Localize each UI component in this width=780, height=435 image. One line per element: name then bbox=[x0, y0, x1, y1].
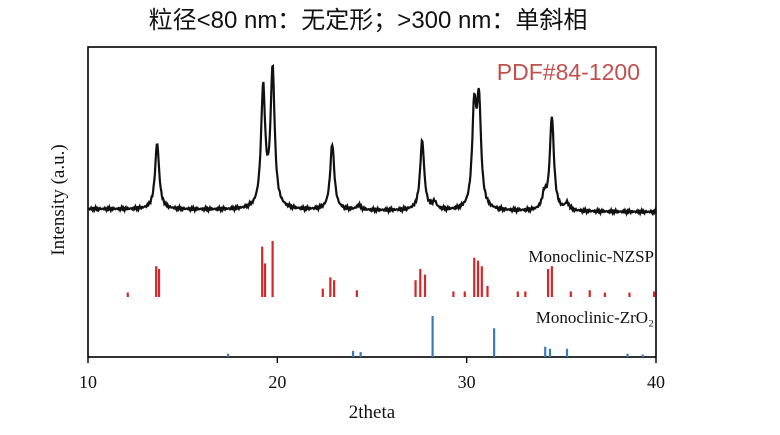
chart-title: 粒径<80 nm：无定形；>300 nm：单斜相 bbox=[149, 7, 588, 34]
x-tick-label: 40 bbox=[647, 372, 665, 392]
y-axis-label: Intensity (a.u.) bbox=[48, 144, 69, 255]
x-tick-label: 30 bbox=[458, 372, 476, 392]
x-tick-label: 10 bbox=[79, 372, 97, 392]
xrd-pattern-line bbox=[87, 63, 658, 218]
legend-nzsp-label: Monoclinic-NZSP bbox=[528, 247, 654, 266]
x-axis-label: 2theta bbox=[349, 402, 396, 423]
x-tick-label: 20 bbox=[268, 372, 286, 392]
legend-zro2-label: Monoclinic-ZrO₂ bbox=[536, 308, 654, 327]
pdf-card-annotation: PDF#84-1200 bbox=[497, 59, 640, 85]
plot-frame bbox=[87, 46, 657, 358]
